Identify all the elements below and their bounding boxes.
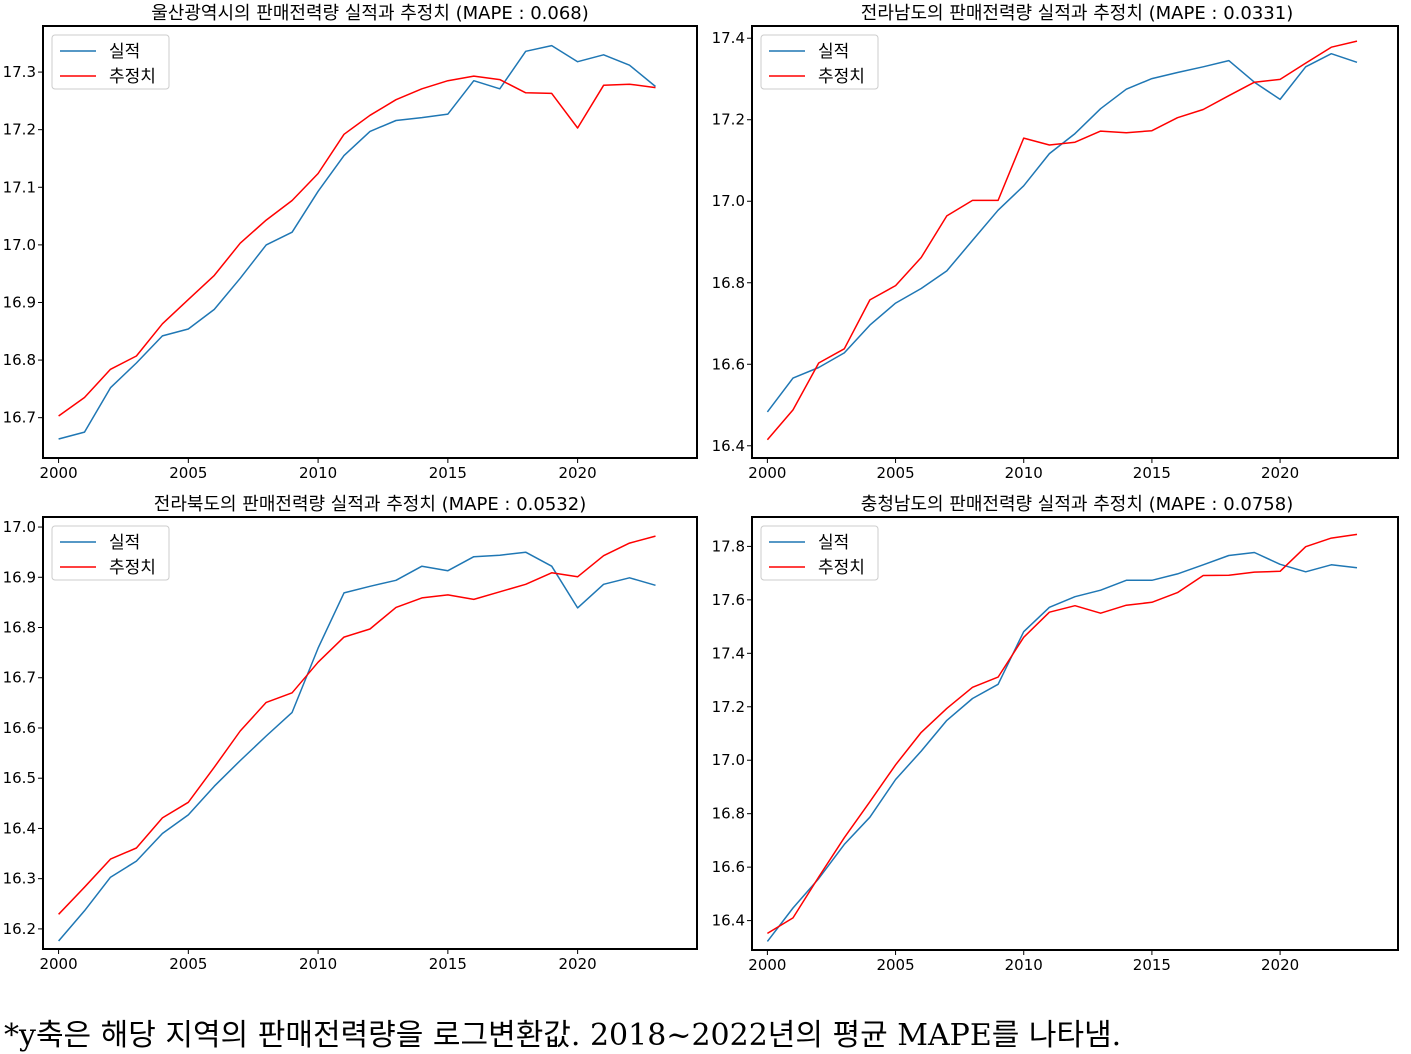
y-tick-label: 17.8: [712, 537, 745, 555]
plot-frame: [42, 516, 698, 950]
x-tick-label: 2015: [429, 464, 467, 482]
series-line-actual: [58, 44, 656, 440]
x-tick-label: 2015: [1133, 464, 1171, 482]
y-tick-label: 16.4: [712, 437, 745, 455]
series-line-actual: [766, 52, 1358, 413]
chart-title: 전라북도의 판매전력량 실적과 추정치 (MAPE : 0.0532): [154, 494, 586, 515]
y-tick-label: 16.9: [3, 293, 36, 311]
legend-label: 추정치: [818, 67, 865, 87]
x-tick-label: 2000: [39, 464, 77, 482]
x-tick-label: 2000: [748, 956, 786, 974]
legend-label: 추정치: [109, 67, 156, 87]
x-tick-label: 2005: [876, 956, 914, 974]
y-tick-label: 17.2: [712, 111, 745, 129]
y-tick-label: 17.0: [712, 192, 745, 210]
y-tick-label: 16.5: [3, 769, 36, 787]
x-tick-label: 2005: [169, 464, 207, 482]
x-tick-label: 2020: [1261, 956, 1299, 974]
y-tick-label: 16.8: [3, 619, 36, 637]
y-tick-label: 17.2: [712, 698, 745, 716]
y-tick-label: 16.6: [712, 355, 745, 373]
y-tick-label: 16.7: [3, 409, 36, 427]
y-tick-label: 17.2: [3, 121, 36, 139]
y-tick-label: 16.8: [712, 274, 745, 292]
y-tick-label: 16.3: [3, 870, 36, 888]
legend-label: 실적: [109, 42, 140, 62]
y-tick-label: 16.8: [3, 351, 36, 369]
legend-label: 실적: [818, 42, 849, 62]
y-tick-label: 17.4: [712, 644, 745, 662]
plot-frame: [751, 516, 1399, 951]
y-tick-label: 16.6: [3, 719, 36, 737]
series-line-actual: [766, 551, 1358, 942]
y-tick-label: 17.6: [712, 591, 745, 609]
legend-label: 실적: [818, 533, 849, 553]
y-tick-label: 17.1: [3, 178, 36, 196]
legend-label: 실적: [109, 533, 140, 553]
chart-title: 울산광역시의 판매전력량 실적과 추정치 (MAPE : 0.068): [151, 3, 589, 24]
y-tick-label: 16.7: [3, 669, 36, 687]
legend-label: 추정치: [109, 558, 156, 578]
y-tick-label: 17.3: [3, 63, 36, 81]
y-tick-label: 16.4: [712, 912, 745, 930]
x-tick-label: 2000: [39, 955, 77, 973]
x-tick-label: 2010: [299, 464, 337, 482]
series-line-estimate: [767, 533, 1358, 935]
x-tick-label: 2005: [876, 464, 914, 482]
y-tick-label: 17.4: [712, 29, 745, 47]
x-tick-label: 2010: [1005, 464, 1043, 482]
x-tick-label: 2015: [1133, 956, 1171, 974]
series-line-estimate: [58, 535, 656, 915]
chart-panel-jeonbuk: 전라북도의 판매전력량 실적과 추정치 (MAPE : 0.0532) 2000…: [3, 494, 698, 973]
y-tick-label: 17.0: [3, 518, 36, 536]
y-tick-label: 16.4: [3, 819, 36, 837]
chart-panel-jeonnam: 전라남도의 판매전력량 실적과 추정치 (MAPE : 0.0331) 2000…: [712, 3, 1399, 482]
x-tick-label: 2000: [748, 464, 786, 482]
series-line-estimate: [766, 40, 1358, 441]
x-tick-label: 2010: [299, 955, 337, 973]
y-tick-label: 16.6: [712, 858, 745, 876]
footnote: *y축은 해당 지역의 판매전력량을 로그변환값. 2018~2022년의 평균…: [4, 1018, 1122, 1053]
plot-frame: [42, 25, 698, 459]
y-tick-label: 17.0: [3, 236, 36, 254]
chart-panel-chungnam: 충청남도의 판매전력량 실적과 추정치 (MAPE : 0.0758) 2000…: [712, 494, 1399, 974]
legend-label: 추정치: [818, 558, 865, 578]
x-tick-label: 2020: [559, 955, 597, 973]
y-tick-label: 16.8: [712, 805, 745, 823]
x-tick-label: 2010: [1005, 956, 1043, 974]
y-tick-label: 16.2: [3, 920, 36, 938]
chart-title: 전라남도의 판매전력량 실적과 추정치 (MAPE : 0.0331): [861, 3, 1293, 24]
figure: 울산광역시의 판매전력량 실적과 추정치 (MAPE : 0.068) 2000…: [3, 3, 1399, 974]
chart-panel-ulsan: 울산광역시의 판매전력량 실적과 추정치 (MAPE : 0.068) 2000…: [3, 3, 698, 482]
x-tick-label: 2020: [559, 464, 597, 482]
plot-frame: [751, 25, 1399, 459]
x-tick-label: 2005: [169, 955, 207, 973]
x-tick-label: 2015: [429, 955, 467, 973]
y-tick-label: 17.0: [712, 751, 745, 769]
chart-title: 충청남도의 판매전력량 실적과 추정치 (MAPE : 0.0758): [861, 494, 1293, 515]
series-line-actual: [58, 551, 656, 942]
y-tick-label: 16.9: [3, 568, 36, 586]
x-tick-label: 2020: [1261, 464, 1299, 482]
series-line-estimate: [58, 75, 656, 417]
